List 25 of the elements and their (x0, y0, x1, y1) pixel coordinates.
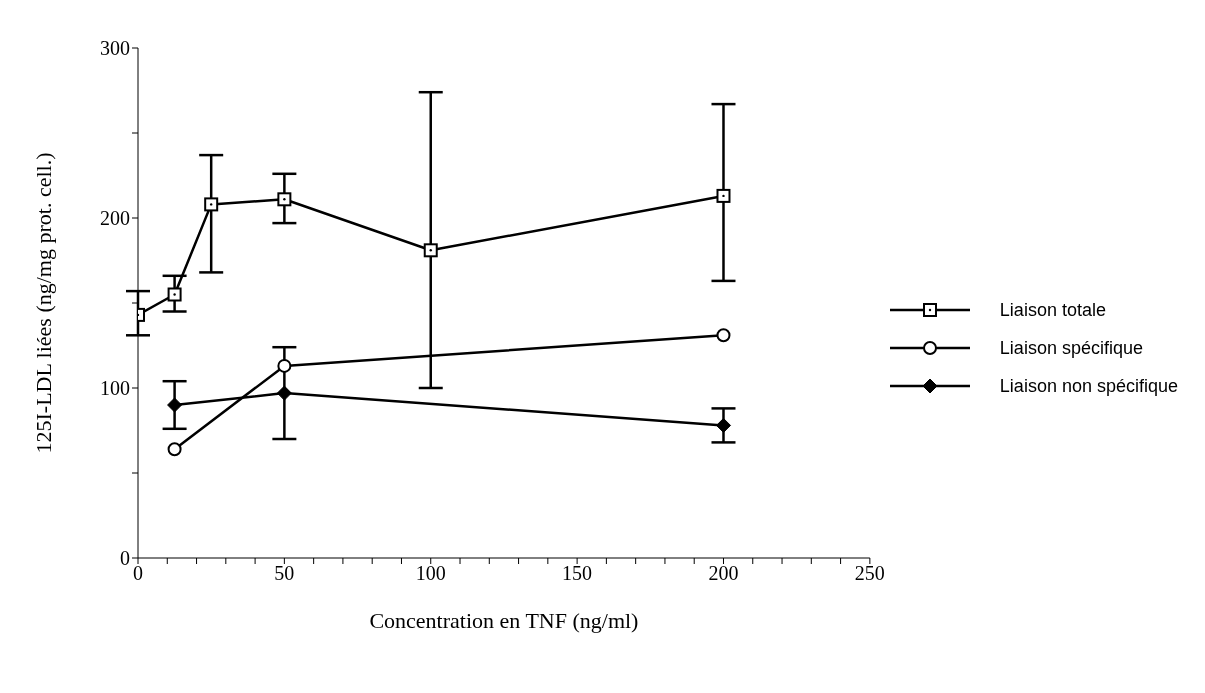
point (423, 243, 438, 258)
point (277, 358, 292, 373)
x-tick-label: 150 (562, 562, 593, 585)
x-tick-label: 100 (415, 562, 446, 585)
y-tick-label: 0 (120, 547, 130, 570)
y-tick-label: 100 (100, 377, 130, 400)
point (277, 192, 292, 207)
point (167, 397, 183, 413)
x-axis-title: Concentration en TNF (ng/ml) (369, 608, 639, 633)
legend-label: Liaison non spécifique (999, 375, 1178, 397)
point (716, 328, 731, 343)
point (167, 442, 182, 457)
legend-label: Liaison spécifique (999, 337, 1143, 359)
point (167, 287, 182, 302)
legend-label: Liaison totale (999, 299, 1106, 321)
point (716, 188, 731, 203)
y-tick-label: 200 (100, 207, 130, 230)
point (204, 197, 219, 212)
x-tick-label: 50 (274, 562, 295, 585)
point (276, 385, 292, 401)
x-tick-label: 250 (854, 562, 885, 585)
y-axis-title: 125I-LDL liées (ng/mg prot. cell.) (30, 152, 56, 454)
y-tick-label: 300 (100, 37, 130, 60)
point (715, 417, 731, 433)
x-tick-label: 200 (708, 562, 739, 585)
